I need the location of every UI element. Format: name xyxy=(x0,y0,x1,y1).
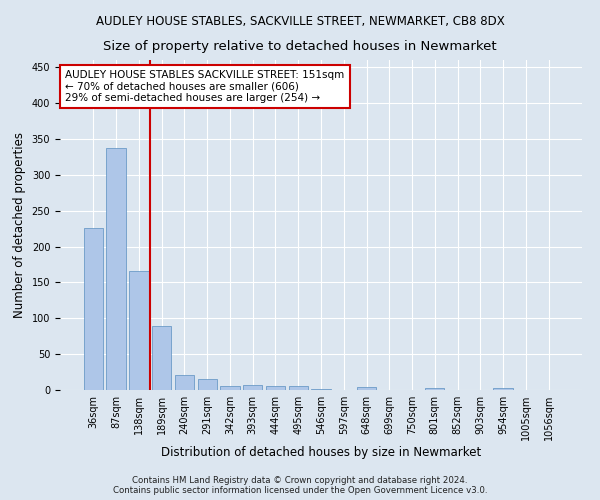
Bar xyxy=(175,375,194,390)
Text: Size of property relative to detached houses in Newmarket: Size of property relative to detached ho… xyxy=(103,40,497,53)
Y-axis label: Number of detached properties: Number of detached properties xyxy=(13,132,26,318)
Bar xyxy=(425,388,445,390)
Bar xyxy=(220,386,239,390)
Bar xyxy=(289,386,308,390)
Bar xyxy=(243,385,262,390)
Text: AUDLEY HOUSE STABLES, SACKVILLE STREET, NEWMARKET, CB8 8DX: AUDLEY HOUSE STABLES, SACKVILLE STREET, … xyxy=(95,15,505,28)
Bar xyxy=(84,228,103,390)
Text: AUDLEY HOUSE STABLES SACKVILLE STREET: 151sqm
← 70% of detached houses are small: AUDLEY HOUSE STABLES SACKVILLE STREET: 1… xyxy=(65,70,344,103)
Bar xyxy=(129,271,149,390)
X-axis label: Distribution of detached houses by size in Newmarket: Distribution of detached houses by size … xyxy=(161,446,481,459)
Bar xyxy=(266,386,285,390)
Bar xyxy=(357,387,376,390)
Bar xyxy=(152,326,172,390)
Bar xyxy=(197,378,217,390)
Text: Contains HM Land Registry data © Crown copyright and database right 2024.
Contai: Contains HM Land Registry data © Crown c… xyxy=(113,476,487,495)
Bar xyxy=(493,388,513,390)
Bar xyxy=(106,148,126,390)
